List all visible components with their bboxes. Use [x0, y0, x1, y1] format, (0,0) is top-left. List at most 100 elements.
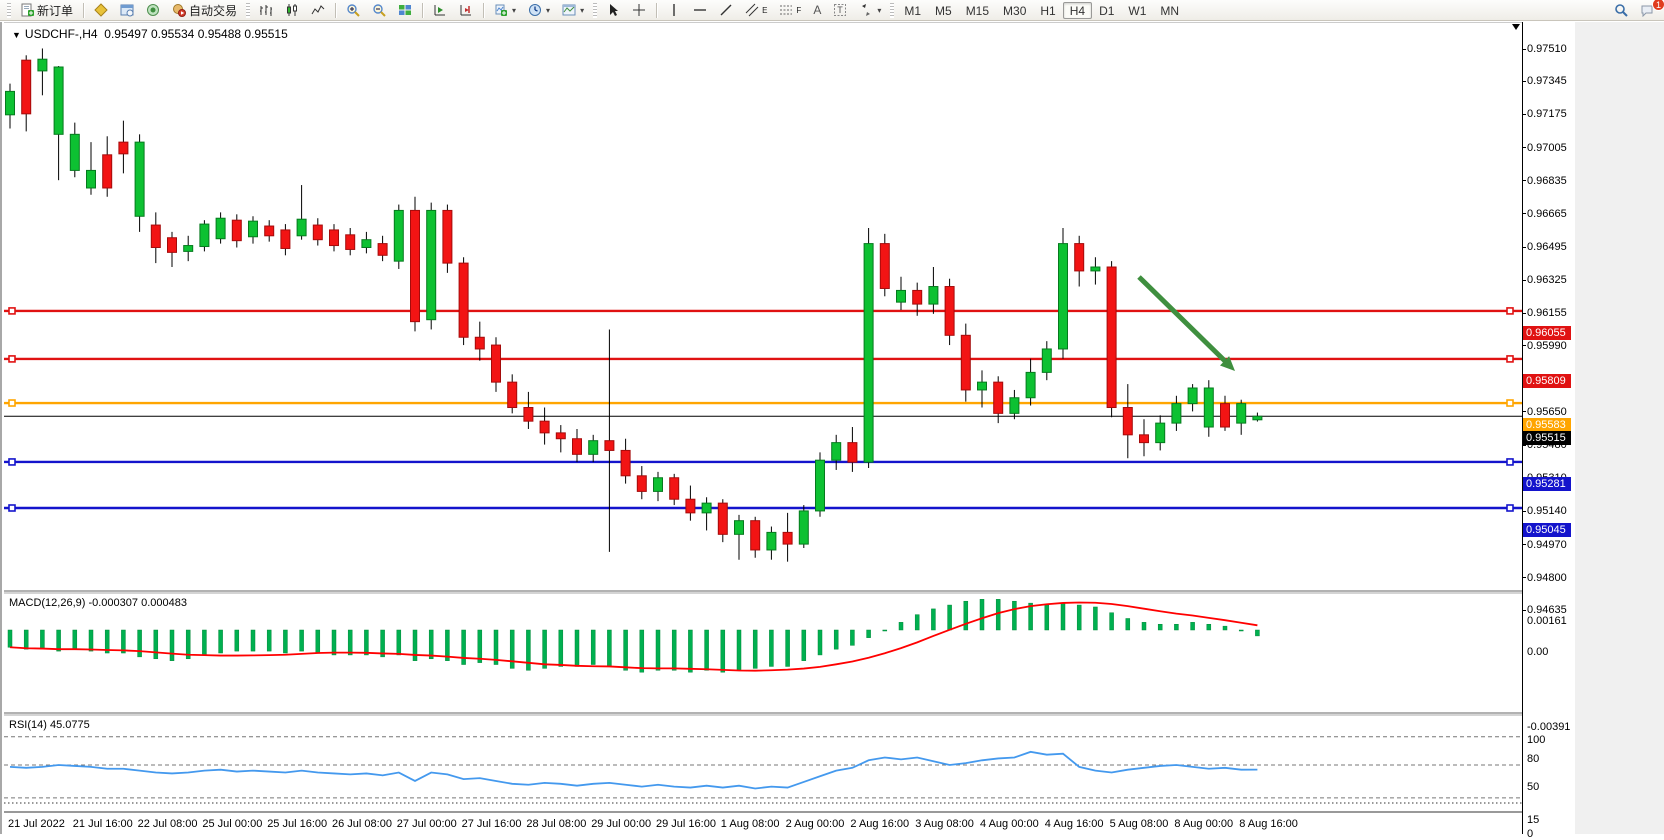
macd-tick-label: 0.00	[1527, 646, 1549, 658]
horizontal-line-tool-button[interactable]	[687, 1, 713, 19]
data-window-button[interactable]	[114, 1, 140, 19]
zoom-out-button[interactable]	[366, 1, 392, 19]
price-tick-label: 0.95990	[1527, 339, 1567, 352]
time-axis-label: 8 Aug 00:00	[1174, 818, 1234, 830]
tf-mn-button[interactable]: MN	[1160, 3, 1180, 18]
price-tick-label: 0.96665	[1527, 207, 1567, 220]
chart-dropdown-arrow-icon[interactable]: ▼	[12, 30, 21, 40]
time-axis-label: 8 Aug 16:00	[1239, 818, 1298, 830]
candlestick-chart-button[interactable]	[279, 1, 305, 19]
axis-tick-mark	[1523, 180, 1526, 182]
equidistant-channel-tool-button[interactable]: E	[739, 1, 773, 19]
axis-tick-mark	[1523, 113, 1526, 115]
text-label-icon: T	[834, 4, 847, 16]
auto-scroll-icon	[434, 5, 446, 16]
main-toolbar: 新订单 自动交易 ▾ ▾ ▾ E F A T ▾	[0, 0, 1664, 21]
indicators-button[interactable]: ▾	[488, 1, 522, 19]
time-axis[interactable]: 21 Jul 2022 21 Jul 16:00 22 Jul 08:00 25 Ju…	[6, 812, 1524, 834]
market-watch-icon	[94, 3, 108, 17]
tf-m30-button[interactable]: M30	[1003, 3, 1027, 18]
price-tick-label: 0.97345	[1527, 75, 1567, 88]
chart-window: ▼ USDCHF-,H4 0.95497 0.95534 0.95488 0.95…	[0, 22, 1664, 840]
axis-tick-mark	[1523, 80, 1526, 82]
tf-h1-button[interactable]: H1	[1040, 3, 1056, 18]
axis-tick-mark	[1523, 279, 1526, 281]
text-label-tool-button[interactable]: T	[827, 1, 853, 19]
trendline-tool-button[interactable]	[713, 1, 739, 19]
auto-scroll-button[interactable]	[427, 1, 453, 19]
templates-icon	[562, 4, 576, 16]
arrows-tool-button[interactable]: ▾	[853, 1, 887, 19]
time-axis-label: 5 Aug 08:00	[1109, 818, 1169, 830]
crosshair-icon	[633, 4, 646, 16]
hline-price-tag: 0.95583	[1523, 418, 1571, 433]
price-axis[interactable]: 0.97510 0.97345 0.97175 0.97005 0.96835 0.966…	[1522, 22, 1574, 840]
axis-tick-mark	[1523, 411, 1526, 413]
bar-chart-button[interactable]	[253, 1, 279, 19]
search-icon	[1615, 4, 1628, 17]
trendline-icon	[720, 4, 732, 16]
fibonacci-tool-button[interactable]: F	[773, 1, 807, 19]
price-tick-label: 0.94970	[1527, 538, 1567, 551]
tile-windows-button[interactable]	[392, 1, 418, 19]
text-tool-button[interactable]: A	[807, 1, 827, 19]
tf-m15-button[interactable]: M15	[965, 3, 990, 18]
arrows-tool-icon	[862, 4, 871, 16]
tf-m1-button[interactable]: M1	[904, 3, 922, 18]
tf-m5-button[interactable]: M5	[935, 3, 952, 18]
price-tick-label: 0.97175	[1527, 108, 1567, 121]
bar-chart-icon	[260, 5, 273, 16]
hline-price-tag: 0.96055	[1523, 325, 1571, 340]
fibo-tool-label: F	[796, 5, 802, 15]
zoom-in-button[interactable]	[340, 1, 366, 19]
axis-tick-mark	[1523, 48, 1526, 50]
zoom-in-icon	[347, 4, 360, 17]
market-watch-button[interactable]	[88, 1, 114, 19]
chart-shift-icon	[460, 5, 472, 16]
time-axis-label: 25 Jul 16:00	[267, 818, 328, 830]
rsi-indicator-label: RSI(14) 45.0775	[9, 719, 90, 731]
auto-trading-button[interactable]: 自动交易	[166, 1, 243, 19]
search-button[interactable]	[1608, 1, 1634, 19]
candlestick-chart-canvas[interactable]	[4, 22, 1522, 834]
tf-w1-button[interactable]: W1	[1128, 3, 1147, 18]
time-axis-label: 29 Jul 16:00	[656, 818, 716, 830]
tf-d1-button[interactable]: D1	[1099, 3, 1115, 18]
chart-shift-button[interactable]	[453, 1, 479, 19]
navigator-button[interactable]	[140, 1, 166, 19]
scale-marker-icon	[1512, 24, 1520, 30]
price-tick-label: 0.97510	[1527, 43, 1567, 55]
templates-button[interactable]: ▾	[556, 1, 590, 19]
auto-trading-label: 自动交易	[189, 3, 238, 18]
text-tool-label: A	[813, 3, 822, 17]
price-tick-label: 0.96835	[1527, 174, 1567, 187]
price-tick-label: 0.96155	[1527, 307, 1567, 320]
time-axis-label: 1 Aug 08:00	[720, 818, 780, 830]
vertical-line-tool-button[interactable]	[661, 1, 687, 19]
price-tick-label: 0.95140	[1527, 505, 1567, 518]
macd-tick-label: 0.00161	[1527, 615, 1567, 628]
time-axis-label: 28 Jul 08:00	[526, 818, 587, 830]
price-tick-label: 0.97005	[1527, 141, 1567, 154]
cursor-tool-button[interactable]	[600, 1, 626, 19]
tf-h4-button[interactable]: H4	[1062, 1, 1093, 19]
time-axis-label: 2 Aug 00:00	[785, 818, 845, 830]
line-chart-button[interactable]	[305, 1, 331, 19]
rsi-tick-label: 15	[1527, 813, 1540, 826]
periods-button[interactable]: ▾	[522, 1, 556, 19]
toolbar-grip[interactable]	[7, 2, 11, 18]
new-order-label: 新订单	[37, 3, 74, 18]
price-tick-label: 0.94635	[1527, 604, 1567, 616]
fibonacci-icon	[780, 5, 793, 15]
new-order-button[interactable]: 新订单	[14, 1, 79, 19]
price-tick-label: 0.94800	[1527, 571, 1567, 584]
chart-title: ▼ USDCHF-,H4 0.95497 0.95534 0.95488 0.95…	[12, 27, 288, 41]
crosshair-tool-button[interactable]	[626, 1, 652, 19]
time-axis-label: 3 Aug 08:00	[915, 818, 974, 830]
chart-symbol-period: USDCHF-,H4	[24, 27, 98, 41]
chat-button[interactable]: 1	[1634, 0, 1664, 19]
cursor-icon	[610, 4, 619, 16]
chart-plot-area[interactable]: ▼ USDCHF-,H4 0.95497 0.95534 0.95488 0.95…	[4, 22, 1522, 834]
hline-price-tag: 0.95809	[1523, 373, 1571, 388]
chat-badge: 1	[1651, 0, 1664, 11]
